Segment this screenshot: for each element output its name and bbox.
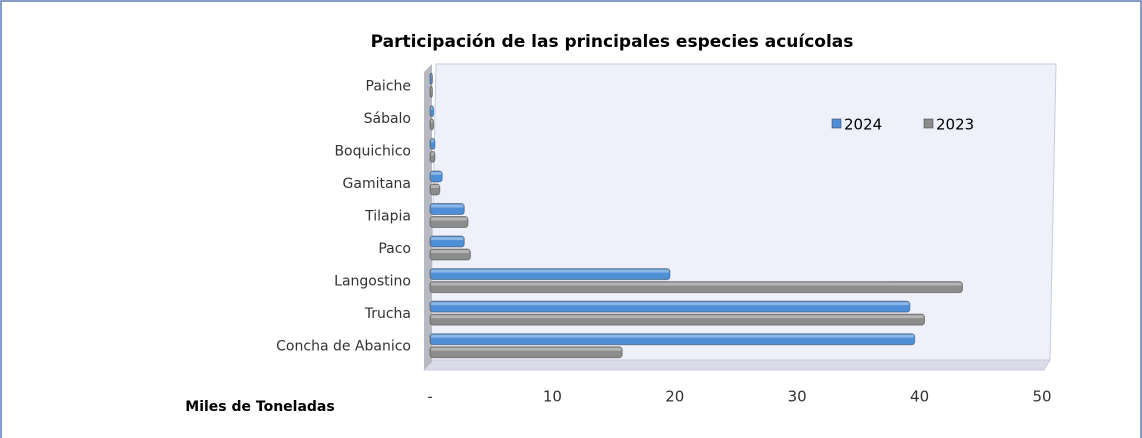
- plot-side: [424, 64, 432, 370]
- bar-shine: [431, 204, 464, 208]
- bar-shine: [431, 152, 434, 156]
- bar-shine: [431, 315, 924, 319]
- bar: [429, 268, 671, 281]
- y-tick-label: Concha de Abanico: [276, 339, 411, 355]
- bar-shine: [431, 250, 470, 254]
- bar-shine: [431, 184, 439, 188]
- bar-shine: [431, 237, 464, 241]
- bar-body: [429, 313, 925, 326]
- bar: [429, 85, 433, 98]
- bar: [429, 300, 911, 313]
- bar: [429, 248, 471, 261]
- bar: [429, 150, 436, 163]
- bar-body: [429, 268, 671, 281]
- y-tick-label: Trucha: [364, 306, 411, 322]
- y-tick-label: Gamitana: [343, 176, 411, 192]
- bar-body: [429, 85, 433, 98]
- bar: [429, 183, 441, 196]
- legend-label: 2024: [844, 116, 882, 134]
- bar-shine: [431, 119, 433, 123]
- bar-body: [429, 72, 433, 85]
- bar-body: [429, 105, 435, 118]
- bar-body: [429, 170, 443, 183]
- bar-body: [429, 216, 469, 228]
- bar: [429, 118, 435, 131]
- bar-shine: [431, 347, 622, 351]
- bar-body: [429, 300, 911, 313]
- y-tick-label: Langostino: [334, 274, 411, 290]
- bar: [429, 203, 465, 215]
- bar: [429, 346, 623, 359]
- bar: [429, 281, 963, 294]
- x-tick-label: 40: [910, 388, 929, 406]
- bar: [429, 105, 435, 118]
- y-tick-label: Paco: [378, 241, 411, 257]
- x-tick-label: -: [427, 388, 432, 406]
- bar: [429, 170, 443, 183]
- y-tick-label: Paiche: [366, 78, 411, 94]
- bar: [429, 137, 436, 150]
- bar-body: [429, 333, 916, 346]
- bar-body: [429, 248, 471, 261]
- bar-body: [429, 203, 465, 215]
- bar-shine: [431, 106, 433, 110]
- legend-swatch: [923, 118, 934, 129]
- bar-shine: [431, 217, 467, 221]
- x-tick-label: 50: [1032, 388, 1051, 406]
- plot-floor: [423, 359, 1051, 371]
- bar-body: [429, 118, 435, 131]
- bar-body: [429, 235, 465, 248]
- bar: [429, 235, 465, 248]
- bar-body: [429, 281, 963, 294]
- x-tick-label: 30: [788, 388, 807, 406]
- bar-body: [429, 183, 441, 196]
- bar: [429, 216, 469, 228]
- bar-shine: [431, 302, 909, 306]
- legend-label: 2023: [936, 116, 974, 134]
- bar-body: [429, 346, 623, 359]
- bar-body: [429, 137, 436, 150]
- x-tick-label: 10: [543, 388, 562, 406]
- bar-shine: [431, 171, 442, 175]
- bar-shine: [431, 334, 914, 338]
- bar-shine: [431, 282, 962, 286]
- y-tick-label: Boquichico: [334, 143, 411, 159]
- bar-shine: [431, 139, 434, 143]
- chart-title: Participación de las principales especie…: [371, 32, 854, 52]
- bar: [429, 72, 433, 85]
- x-tick-label: 20: [665, 388, 684, 406]
- y-tick-label: Sábalo: [364, 111, 411, 127]
- bar-body: [429, 150, 436, 163]
- y-tick-label: Tilapia: [364, 209, 411, 225]
- bar: [429, 333, 916, 346]
- x-axis-label: Miles de Toneladas: [185, 399, 334, 415]
- bar-shine: [431, 269, 669, 273]
- legend-swatch: [831, 118, 842, 129]
- bar: [429, 313, 925, 326]
